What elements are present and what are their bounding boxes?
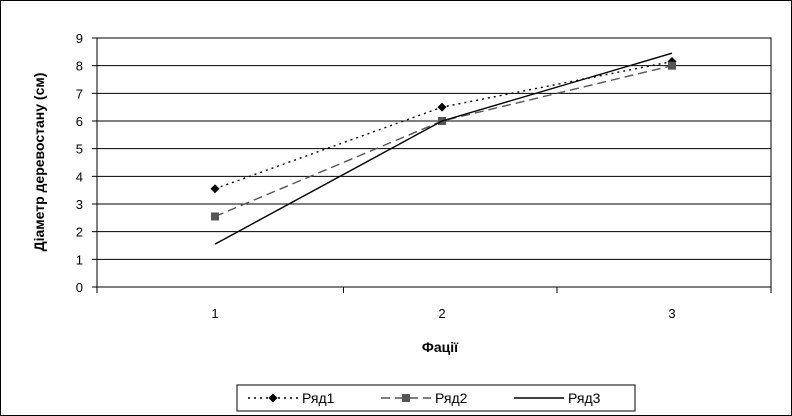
y-tick-label: 6 [76, 114, 83, 129]
data-point [211, 212, 219, 221]
series-line [214, 52, 673, 245]
legend-marker [268, 393, 278, 403]
legend-label: Ряд2 [435, 390, 468, 406]
y-tick-label: 9 [76, 31, 83, 46]
y-axis-title: Діаметр деревостану (см) [31, 73, 47, 252]
data-point [210, 184, 220, 194]
y-tick-label: 1 [76, 252, 83, 267]
x-tick-label: 2 [438, 306, 445, 321]
y-tick-label: 2 [76, 225, 83, 240]
legend-item: Ряд3 [514, 390, 601, 406]
legend-items: Ряд1 Ряд2 Ряд3 [248, 390, 601, 406]
y-tick-label: 3 [76, 197, 83, 212]
legend-box [236, 384, 636, 412]
grid-lines [97, 37, 771, 260]
x-tick-label: 1 [211, 306, 218, 321]
legend-label: Ряд3 [568, 390, 601, 406]
legend-item: Ряд2 [381, 390, 468, 406]
series-layer [210, 52, 677, 245]
plot-area [96, 37, 772, 288]
legend-label: Ряд1 [302, 390, 335, 406]
legend: Ряд1 Ряд2 Ряд3 [236, 384, 636, 412]
y-tick-label: 0 [76, 280, 83, 295]
y-tick-label: 7 [76, 86, 83, 101]
data-point [667, 57, 677, 67]
series-3 [214, 52, 673, 245]
data-point [668, 61, 676, 70]
x-axis-title: Фації [422, 339, 459, 355]
x-tick-label: 3 [668, 306, 675, 321]
y-tick-label: 5 [76, 142, 83, 157]
series-1 [210, 57, 677, 194]
x-axis-ticks: 1 2 3 [96, 287, 772, 321]
y-tick-label: 4 [76, 169, 83, 184]
y-tick-label: 8 [76, 59, 83, 74]
data-point [437, 102, 447, 112]
legend-item: Ряд1 [248, 390, 335, 406]
y-axis-ticks: 0 1 2 3 4 5 6 7 8 9 [76, 31, 97, 295]
legend-marker [402, 394, 410, 402]
